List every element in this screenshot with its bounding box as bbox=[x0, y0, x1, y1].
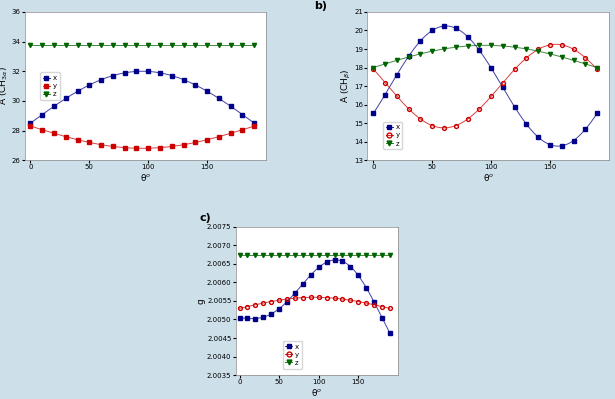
Text: c): c) bbox=[200, 213, 212, 223]
Legend: x, y, z: x, y, z bbox=[283, 341, 302, 369]
Y-axis label: A (CH$_{\beta}$): A (CH$_{\beta}$) bbox=[339, 69, 353, 103]
Legend: x, y, z: x, y, z bbox=[40, 72, 60, 100]
Y-axis label: g: g bbox=[196, 298, 205, 304]
Legend: x, y, z: x, y, z bbox=[383, 122, 402, 149]
X-axis label: θ$^{o}$: θ$^{o}$ bbox=[140, 172, 151, 183]
X-axis label: θ$^{o}$: θ$^{o}$ bbox=[483, 172, 494, 183]
Text: b): b) bbox=[314, 1, 327, 11]
X-axis label: θ$^{o}$: θ$^{o}$ bbox=[311, 387, 322, 398]
Y-axis label: A (CH$_{3\alpha}$): A (CH$_{3\alpha}$) bbox=[0, 67, 10, 105]
